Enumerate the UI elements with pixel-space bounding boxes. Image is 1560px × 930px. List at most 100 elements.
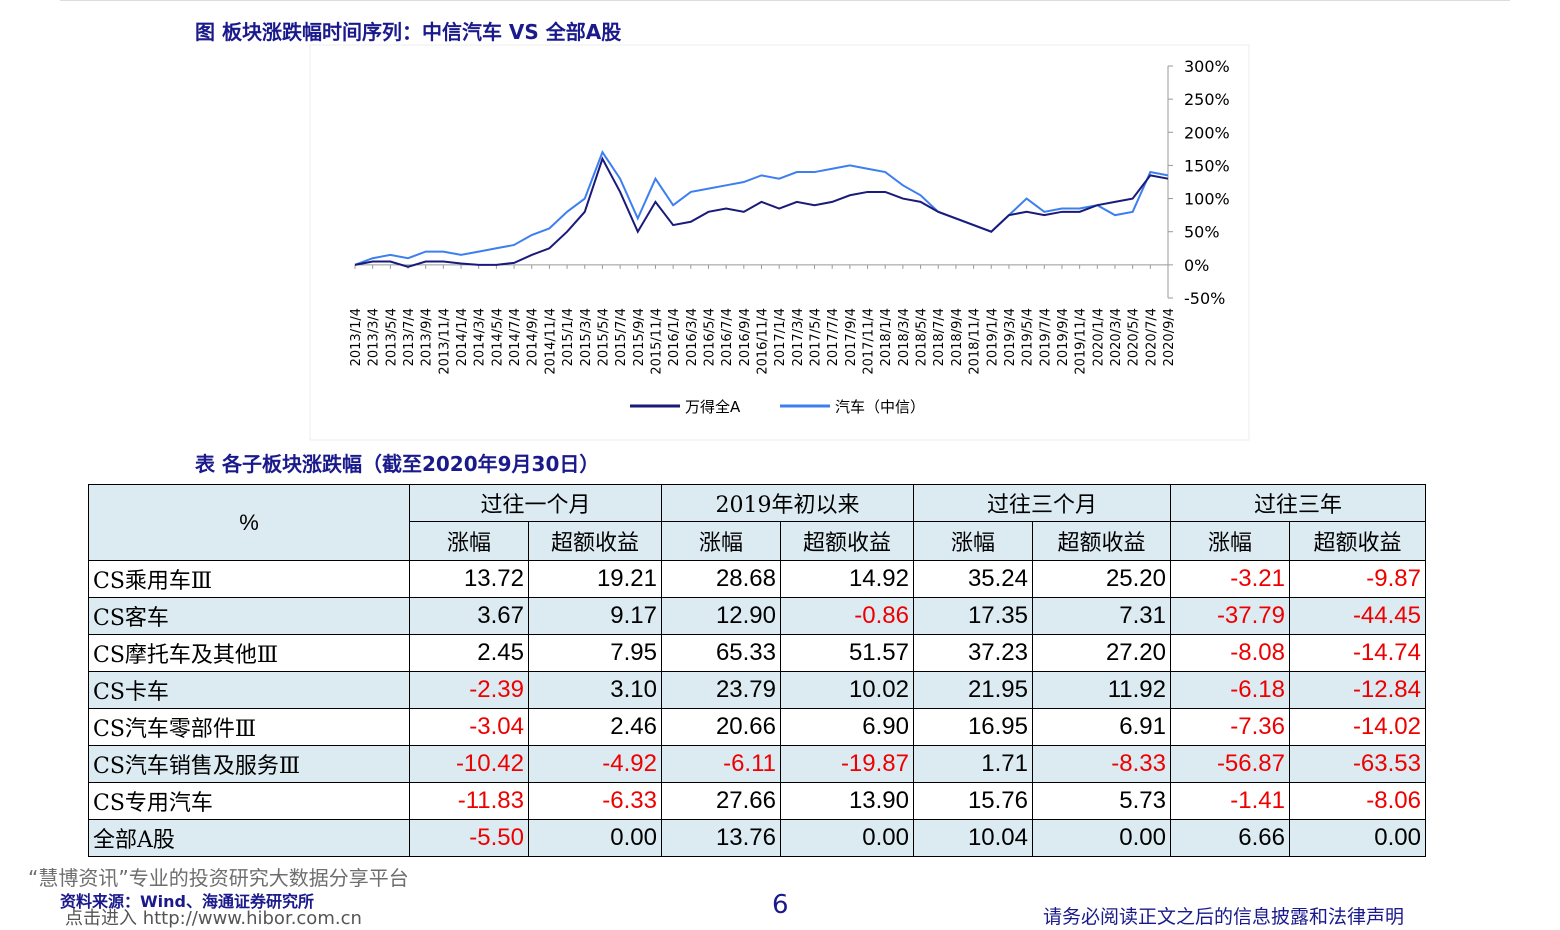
table-cell: -4.92: [528, 745, 662, 783]
table-cell: -1.41: [1170, 782, 1290, 820]
x-tick-label: 2017/1/4: [773, 308, 788, 366]
x-tick-label: 2020/1/4: [1091, 308, 1106, 366]
table-row: CS客车 3.67 9.17 12.90 -0.86 17.35 7.31 -37.79 -44…: [88, 597, 1426, 635]
table-cell: -5.50: [409, 819, 529, 857]
table-cell: 7.31: [1032, 597, 1171, 635]
line-series: [354, 156, 1169, 268]
table-title: 表 各子板块涨跌幅（截至2020年9月30日）: [195, 452, 600, 476]
table-cell: 27.20: [1032, 634, 1171, 672]
table-cell: 2019年初以来: [661, 484, 914, 522]
table-cell: CS汽车零部件Ⅲ: [88, 708, 410, 746]
table-cell: 13.72: [409, 560, 529, 598]
table-row: % 过往一个月 2019年初以来 过往三个月 过往三年: [88, 484, 1426, 561]
x-tick-label: 2013/1/4: [349, 308, 364, 366]
table-cell: -37.79: [1170, 597, 1290, 635]
table-cell: 0.00: [1032, 819, 1171, 857]
table-cell: -3.21: [1170, 560, 1290, 598]
y-tick-label: 200%: [1184, 123, 1230, 142]
table-cell: 涨幅: [913, 521, 1033, 561]
x-tick-label: 2018/5/4: [915, 308, 930, 366]
table-cell: CS专用汽车: [88, 782, 410, 820]
x-tick-label: 2017/5/4: [809, 308, 824, 366]
table-cell: 全部A股: [88, 819, 410, 857]
table-cell: 6.90: [780, 708, 914, 746]
table-cell: 10.02: [780, 671, 914, 709]
x-tick-label: 2019/5/4: [1021, 308, 1036, 366]
table-cell: 7.95: [528, 634, 662, 672]
table-cell: 超额收益: [528, 521, 662, 561]
x-tick-label: 2017/11/4: [862, 308, 877, 375]
table-cell: 15.76: [913, 782, 1033, 820]
chart-frame: [309, 44, 1250, 441]
table-row: 全部A股 -5.50 0.00 13.76 0.00 10.04 0.00 6.66 0.00: [88, 819, 1426, 857]
x-tick-label: 2014/5/4: [490, 308, 505, 366]
table-cell: 6.66: [1170, 819, 1290, 857]
table-cell: -8.06: [1289, 782, 1426, 820]
x-tick-label: 2013/7/4: [402, 308, 417, 366]
x-tick-label: 2013/9/4: [420, 308, 435, 366]
table-cell: 23.79: [661, 671, 781, 709]
table-cell: 19.21: [528, 560, 662, 598]
table-cell: 3.10: [528, 671, 662, 709]
table-cell: 14.92: [780, 560, 914, 598]
table-cell: CS卡车: [88, 671, 410, 709]
table-cell: 35.24: [913, 560, 1033, 598]
x-tick-label: 2020/9/4: [1162, 308, 1177, 366]
x-tick-label: 2013/11/4: [437, 308, 452, 375]
table-row: CS乘用车Ⅲ 13.72 19.21 28.68 14.92 35.24 25.20 -3.2…: [88, 560, 1426, 598]
disclaimer: 请务必阅读正文之后的信息披露和法律声明: [1043, 906, 1405, 928]
table-cell: 过往三个月: [913, 484, 1171, 522]
table-row: CS汽车销售及服务Ⅲ -10.42 -4.92 -6.11 -19.87 1.71 -8.3…: [88, 745, 1426, 783]
table-cell: 超额收益: [1032, 521, 1171, 561]
x-tick-label: 2016/1/4: [667, 308, 682, 366]
table-cell: -14.02: [1289, 708, 1426, 746]
table-cell: -19.87: [780, 745, 914, 783]
table-cell: 超额收益: [780, 521, 914, 561]
x-tick-label: 2018/3/4: [897, 308, 912, 366]
x-tick-label: 2018/1/4: [879, 308, 894, 366]
table-cell: 9.17: [528, 597, 662, 635]
x-tick-label: 2017/9/4: [844, 308, 859, 366]
table-cell: 2.45: [409, 634, 529, 672]
table-cell: -8.08: [1170, 634, 1290, 672]
y-tick-label: 300%: [1184, 57, 1230, 76]
table-cell: -3.04: [409, 708, 529, 746]
table-cell: -56.87: [1170, 745, 1290, 783]
table-cell: CS汽车销售及服务Ⅲ: [88, 745, 410, 783]
table-cell: -6.11: [661, 745, 781, 783]
table-row: 涨幅 超额收益 涨幅 超额收益 涨幅 超额收益 涨幅 超额收益: [89, 521, 1426, 561]
table-cell: 16.95: [913, 708, 1033, 746]
page-number: 6: [772, 890, 789, 920]
legend-label: 汽车（中信）: [835, 398, 925, 416]
table-cell: 11.92: [1032, 671, 1171, 709]
x-tick-label: 2018/7/4: [932, 308, 947, 366]
y-tick-label: 0%: [1184, 256, 1209, 275]
table-cell: -44.45: [1289, 597, 1426, 635]
table-cell: 6.91: [1032, 708, 1171, 746]
table-cell: -12.84: [1289, 671, 1426, 709]
x-tick-label: 2019/1/4: [985, 308, 1000, 366]
table-cell: -2.39: [409, 671, 529, 709]
legend-label: 万得全A: [685, 398, 741, 416]
x-tick-label: 2014/3/4: [473, 308, 488, 366]
x-tick-label: 2014/1/4: [455, 308, 470, 366]
table-cell: 65.33: [661, 634, 781, 672]
table-cell: -14.74: [1289, 634, 1426, 672]
table-cell: 涨幅: [409, 521, 529, 561]
x-tick-label: 2014/11/4: [543, 308, 558, 375]
table-cell: CS客车: [88, 597, 410, 635]
chart: -50%0%50%100%150%200%250%300%2013/1/4 201…: [309, 44, 1250, 441]
table-cell: 17.35: [913, 597, 1033, 635]
table-row: CS卡车 -2.39 3.10 23.79 10.02 21.95 11.92 -6.18 -1…: [88, 671, 1426, 709]
table-cell: 0.00: [780, 819, 914, 857]
x-tick-label: 2018/9/4: [950, 308, 965, 366]
table-cell: -10.42: [409, 745, 529, 783]
x-tick-label: 2013/3/4: [367, 308, 382, 366]
x-tick-label: 2016/11/4: [756, 308, 771, 375]
table-cell: -6.18: [1170, 671, 1290, 709]
table-cell: -11.83: [409, 782, 529, 820]
table-cell: -8.33: [1032, 745, 1171, 783]
table-cell: 51.57: [780, 634, 914, 672]
table-row: CS摩托车及其他Ⅲ 2.45 7.95 65.33 51.57 37.23 27.20 -8.…: [88, 634, 1426, 672]
